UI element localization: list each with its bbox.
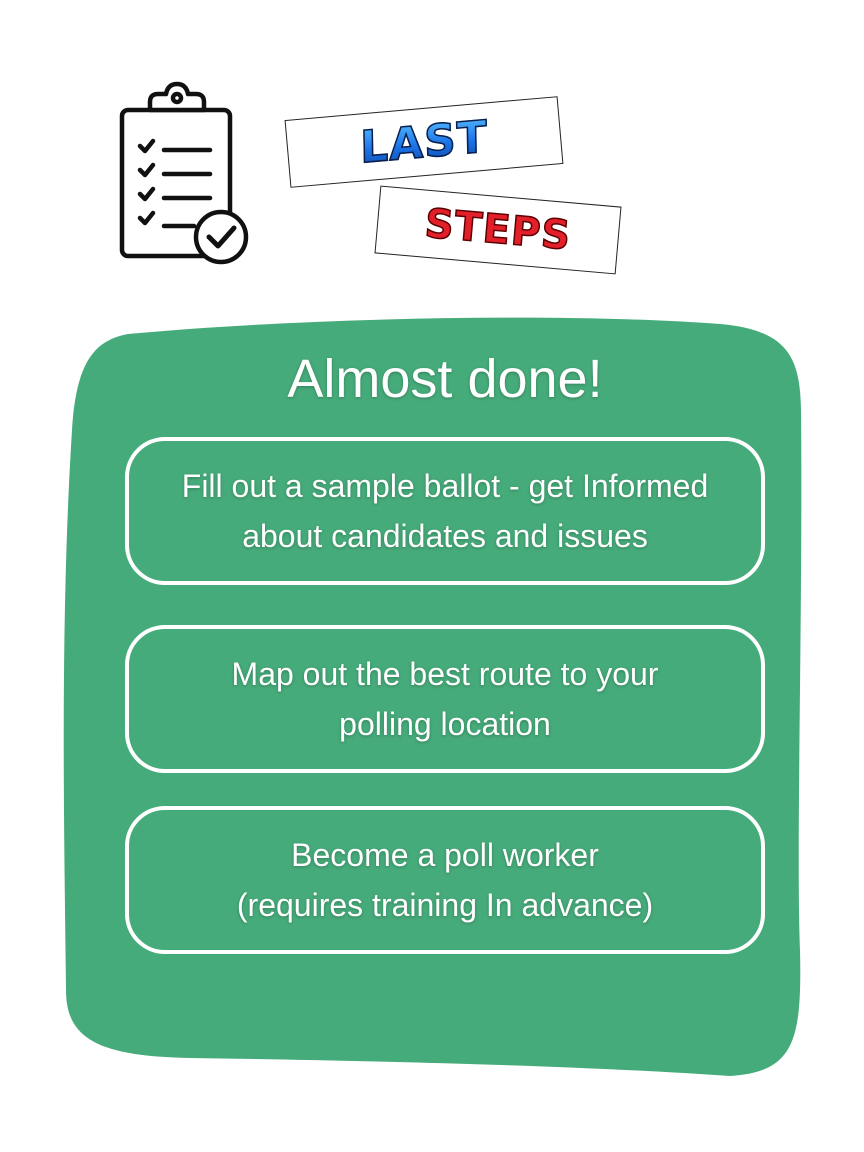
panel-heading: Almost done! [287, 349, 603, 409]
step-card-text: Become a poll worker (requires training … [236, 837, 654, 923]
check-circle-icon [193, 209, 249, 265]
step-card: Fill out a sample ballot - get Informed … [125, 437, 765, 585]
step-card: Map out the best route to your polling l… [125, 625, 765, 773]
step-card: Become a poll worker (requires training … [125, 806, 765, 954]
step-card-text: Fill out a sample ballot - get Informed … [181, 468, 709, 554]
step-card-text: Map out the best route to your polling l… [231, 656, 659, 742]
clipboard-checklist-icon [119, 81, 249, 265]
